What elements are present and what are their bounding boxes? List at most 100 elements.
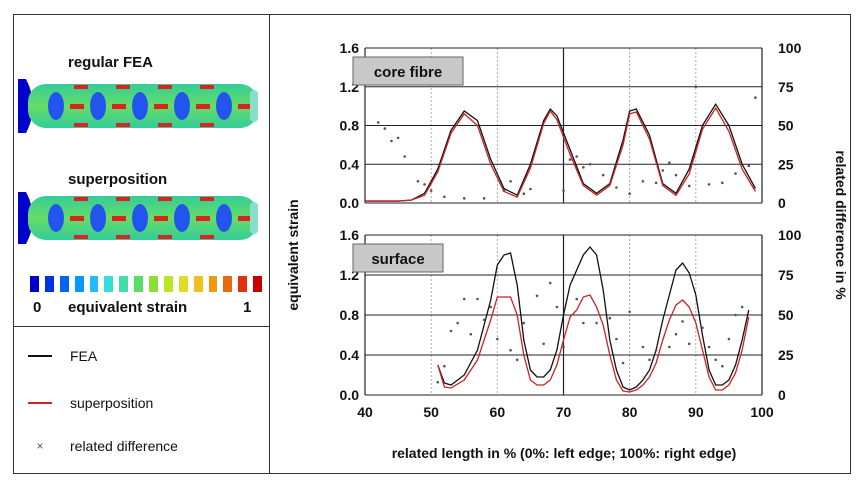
difference-point — [641, 345, 645, 349]
fea-line — [365, 102, 756, 202]
colorbar-title: equivalent strain — [68, 299, 188, 316]
difference-point — [615, 186, 618, 189]
difference-point — [654, 181, 658, 185]
difference-point — [727, 337, 731, 341]
difference-point — [734, 172, 737, 175]
legend-swatch-superposition — [28, 402, 52, 404]
colorbar — [30, 276, 262, 292]
difference-point — [555, 305, 559, 309]
difference-point — [747, 164, 751, 168]
x-tick-label: 100 — [750, 404, 774, 420]
difference-point — [582, 321, 585, 325]
fea-line — [437, 245, 750, 391]
y2-axis-label: related difference in % — [833, 150, 849, 300]
difference-point — [515, 358, 519, 362]
regular-fea-render — [18, 79, 258, 133]
difference-point — [568, 158, 572, 161]
difference-point — [429, 189, 433, 192]
difference-point — [674, 332, 678, 336]
y2-tick-label: 100 — [778, 227, 802, 243]
difference-point — [615, 337, 618, 341]
difference-point — [436, 380, 440, 384]
colorbar-swatch — [74, 276, 84, 292]
difference-point — [482, 197, 486, 200]
difference-point — [456, 321, 459, 325]
y2-tick-label: 100 — [778, 40, 802, 56]
colorbar-swatch — [253, 276, 262, 292]
superposition-line — [365, 106, 756, 202]
y-tick-label: 0.0 — [340, 195, 360, 211]
difference-point — [529, 187, 532, 191]
legend-entry-superposition: superposition — [28, 395, 153, 411]
y2-tick-label: 25 — [778, 347, 794, 363]
y-axis-label: equivalent strain — [285, 199, 301, 310]
legend-marker-x-icon: × — [36, 439, 44, 453]
difference-point — [502, 189, 506, 192]
difference-point — [621, 361, 625, 365]
difference-point — [443, 364, 446, 368]
difference-point — [721, 181, 724, 185]
difference-point — [714, 358, 717, 362]
y-tick-label: 0.4 — [340, 347, 360, 363]
superposition-render — [18, 192, 258, 244]
difference-point — [628, 310, 631, 314]
colorbar-swatch — [134, 276, 143, 292]
legend-label-superposition: superposition — [70, 395, 154, 411]
difference-point — [601, 173, 605, 177]
y-tick-label: 0.4 — [340, 156, 360, 172]
difference-point — [449, 329, 453, 333]
difference-point — [641, 180, 645, 183]
panel-title-box — [352, 243, 444, 273]
panel-title: surface — [371, 251, 424, 268]
colorbar-min-label: 0 — [33, 299, 42, 316]
regular-fea-label: regular FEA — [68, 54, 154, 71]
difference-point — [383, 127, 387, 130]
difference-point — [707, 183, 711, 186]
x-tick-label: 90 — [688, 404, 704, 420]
x-tick-label: 80 — [622, 404, 638, 420]
difference-point — [754, 96, 757, 99]
difference-point — [376, 121, 380, 124]
y2-tick-label: 0 — [778, 387, 786, 403]
superposition-label: superposition — [68, 171, 168, 188]
difference-point — [469, 332, 473, 336]
difference-point — [575, 155, 579, 158]
difference-point — [509, 348, 512, 352]
difference-point — [562, 345, 565, 349]
difference-point — [509, 180, 512, 183]
colorbar-swatch — [193, 276, 203, 292]
legend-entry-fea: FEA — [28, 348, 97, 364]
colorbar-swatch — [89, 276, 99, 292]
difference-point — [462, 197, 466, 200]
y2-tick-label: 50 — [778, 118, 794, 134]
panel-title: core fibre — [374, 64, 442, 81]
y-tick-label: 0.8 — [340, 118, 360, 134]
difference-point — [648, 358, 651, 362]
figure-frame — [13, 14, 851, 474]
difference-point — [628, 192, 631, 195]
colorbar-swatch — [163, 276, 173, 292]
difference-point — [575, 297, 579, 301]
y-tick-label: 1.6 — [340, 40, 360, 56]
colorbar-swatch — [44, 276, 54, 292]
colorbar-swatch — [149, 276, 158, 292]
y2-tick-label: 0 — [778, 195, 786, 211]
difference-point — [482, 318, 486, 322]
colorbar-swatch — [178, 276, 188, 292]
difference-point — [496, 337, 499, 341]
difference-point — [489, 305, 493, 309]
colorbar-swatch — [238, 276, 248, 292]
y2-tick-label: 75 — [778, 79, 794, 95]
colorbar-swatch — [208, 276, 218, 292]
y2-tick-label: 75 — [778, 267, 794, 283]
legend-swatch-fea — [28, 355, 52, 357]
difference-point — [416, 180, 420, 183]
difference-point — [548, 281, 552, 285]
difference-point — [707, 345, 711, 349]
superposition-line — [437, 294, 750, 393]
difference-point — [588, 162, 592, 166]
difference-point — [734, 313, 737, 317]
y-tick-label: 0.0 — [340, 387, 360, 403]
difference-point — [443, 195, 446, 199]
